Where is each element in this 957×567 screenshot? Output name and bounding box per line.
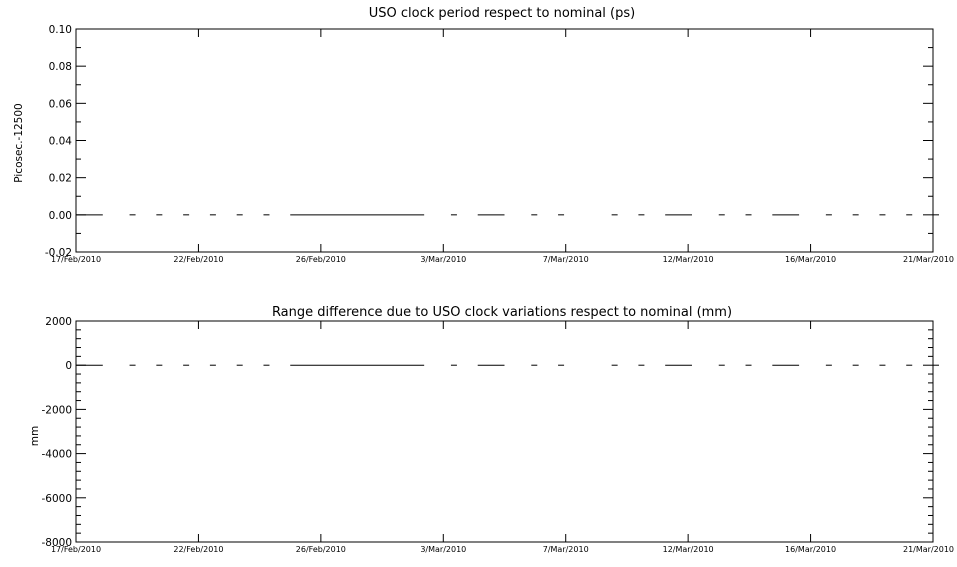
y-tick-label: -0.02 [45,247,72,259]
x-tick-label: 17/Feb/2010 [51,545,101,554]
y-tick-label: 2000 [45,316,72,328]
x-tick-label: 22/Feb/2010 [173,255,223,264]
x-tick-label: 3/Mar/2010 [420,545,466,554]
y-axis-label-bottom: mm [29,426,41,446]
x-tick-label: 7/Mar/2010 [543,545,589,554]
plot-frame-top [75,28,934,253]
y-tick-label: 0 [65,360,72,372]
x-tick-label: 17/Feb/2010 [51,255,101,264]
y-tick-label: -4000 [41,449,72,461]
y-tick-label: 0.00 [49,210,72,222]
chart-title-top: USO clock period respect to nominal (ps) [369,6,635,21]
y-tick-label: 0.06 [49,98,73,110]
x-tick-label: 12/Mar/2010 [663,255,714,264]
y-axis-label-top: Picosec.-12500 [13,103,25,182]
chart-title-bottom: Range difference due to USO clock variat… [272,305,732,320]
x-tick-label: 16/Mar/2010 [785,545,836,554]
chart-top: USO clock period respect to nominal (ps)… [13,6,635,183]
y-tick-label: -8000 [41,537,72,549]
y-tick-label: -6000 [41,493,72,505]
y-tick-label: -2000 [41,404,72,416]
x-tick-label: 21/Mar/2010 [903,545,954,554]
x-tick-label: 22/Feb/2010 [173,545,223,554]
chart-bottom: Range difference due to USO clock variat… [29,305,732,446]
x-tick-label: 21/Mar/2010 [903,255,954,264]
y-tick-label: 0.02 [49,173,72,185]
x-tick-label: 7/Mar/2010 [543,255,589,264]
y-tick-label: 0.04 [49,136,73,148]
plot-area-top: 0.10 0.08 0.06 0.04 0.02 0.00 -0.0217/Feb/2010… [45,24,954,264]
x-tick-label: 26/Feb/2010 [296,545,346,554]
plot-frame-bottom [75,320,934,543]
y-tick-label: 0.10 [49,24,72,36]
x-tick-label: 12/Mar/2010 [663,545,714,554]
y-tick-label: 0.08 [49,61,72,73]
x-tick-label: 26/Feb/2010 [296,255,346,264]
x-tick-label: 16/Mar/2010 [785,255,836,264]
x-tick-label: 3/Mar/2010 [420,255,466,264]
